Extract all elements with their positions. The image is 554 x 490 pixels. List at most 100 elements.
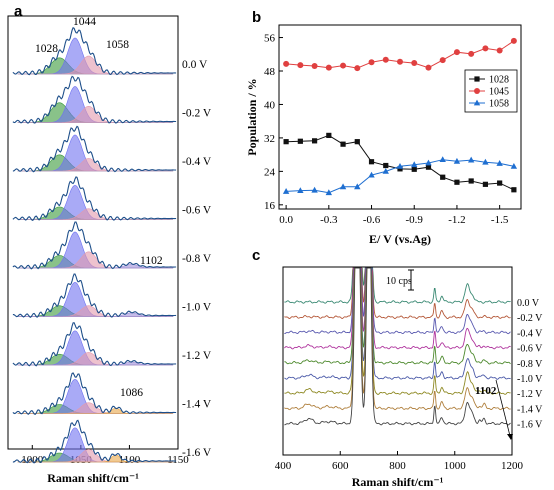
panel-c-spectrum-line [284,267,511,350]
panel-c-spectrum-line [284,267,511,304]
panel-a-voltage-label: -1.0 V [182,302,212,314]
panel-b-data-point [354,65,361,72]
panel-b-y-tick-label: 40 [264,99,276,111]
panel-a-voltage-label: -1.2 V [182,350,212,362]
panel-a-voltage-label: 0.0 V [182,59,208,71]
panel-a-peak-label: 1058 [106,39,129,51]
panel-b-data-point [411,60,418,67]
panel-c: 400 600 800 1000 1200 Raman shift/cm⁻¹ 0.0 V -0… [275,266,543,489]
panel-b-data-point [397,58,403,65]
panel-b-data-point [311,62,318,69]
panel-b-x-tick-label: -0.6 [363,214,381,226]
panel-b-data-point [340,141,346,147]
panel-b-data-point [468,178,474,184]
panel-a-frame [7,15,179,450]
panel-c-label: c [252,247,260,264]
panel-a-spectrum-line [12,125,177,173]
panel-b-x-tick-label: 0.0 [279,214,293,226]
panel-a-peak-label: 1044 [73,16,96,28]
panel-c-trend-arrow [495,379,511,437]
panel-b-y-tick-label: 32 [264,133,275,145]
panel-b-data-point [482,181,489,187]
panel-b-legend-label: 1028 [489,75,509,86]
panel-c-frame [282,266,513,456]
panel-c-spectrum-line [284,267,511,411]
panel-b-x-tick-label: -1.2 [448,214,465,226]
panel-b-data-point [411,166,417,172]
panel-a-component-fill [17,312,174,317]
panel-a-component-fill [17,264,174,269]
panel-a-voltage-label: -0.8 V [182,253,212,265]
panel-c-x-tick-label: 600 [332,460,349,472]
panel-c-voltage-label: -1.0 V [517,374,543,385]
panel-c-spectrum-line [284,267,511,380]
panel-a-voltage-label: -0.6 V [182,205,212,217]
panel-c-spectrum-line [284,267,511,335]
panel-b-x-tick-label: -1.5 [491,214,509,226]
panel-b-data-point [453,49,460,56]
panel-c-x-tick-label: 1000 [444,460,467,472]
panel-b-y-tick-label: 56 [264,33,276,45]
panel-b-y-tick-label: 16 [264,200,276,212]
panel-b-data-point [474,88,480,94]
panel-b-data-point [368,171,375,178]
panel-b-series-line [286,134,515,191]
panel-b-data-point [397,166,403,172]
panel-a-spectrum-line [12,372,177,415]
panel-b-data-point [326,132,332,138]
panel-b-x-tick-label: -0.3 [320,214,338,226]
panel-c-scale-label: 10 cps [386,276,412,287]
panel-a-x-tick-label: 1100 [119,454,141,466]
panel-b-data-point [439,156,446,163]
panel-b-data-point [425,159,432,166]
panel-a-component-fill [17,454,174,463]
panel-b-label: b [252,9,261,26]
panel-b-data-point [382,167,389,174]
panel-b-data-point [453,157,461,164]
panel-c-x-tick-label: 1200 [501,460,524,472]
panel-b-data-point [368,59,375,66]
panel-b-frame [278,24,522,210]
panel-a-peak-label: 1028 [35,43,58,55]
panel-b-data-point [511,187,517,193]
panel-c-voltage-label: -1.2 V [517,389,543,400]
panel-b-data-point [325,64,332,71]
panel-b-data-point [354,183,361,190]
panel-c-spectrum-line [284,267,511,426]
panel-b-data-point [482,158,489,165]
panel-b-data-point [297,62,304,69]
panel-b-data-point [411,161,418,168]
panel-a-voltage-label: -0.2 V [182,108,212,120]
panel-b-data-point [454,179,460,185]
panel-a-spectrum-line [12,273,177,318]
panel-c-spectrum-line [284,267,511,365]
panel-c-x-tick-label: 800 [389,460,406,472]
panel-b-data-point [283,60,290,67]
panel-a-component-fill [17,407,174,414]
panel-b-data-point [510,37,517,44]
panel-b-legend-label: 1058 [489,99,509,110]
panel-a-peak-label: 1086 [120,387,143,399]
panel-b-data-point [283,139,289,145]
panel-b-data-point [340,62,347,69]
panel-c-voltage-label: -0.8 V [517,359,543,370]
panel-a-component-fill [17,158,174,172]
panel-b-y-tick-label: 48 [264,66,276,78]
panel-b-x-axis-label: E/ V (vs.Ag) [369,232,431,246]
panel-c-voltage-label: -0.4 V [517,328,543,339]
panel-b-data-point [439,57,446,64]
panel-a-spectrum-line [12,419,177,464]
panel-c-spectrum-line [284,267,511,395]
panel-c-trend-arrowhead [507,434,513,440]
panel-c-x-tick-label: 400 [275,460,292,472]
panel-b-data-point [311,138,318,144]
panel-a-spectrum-line [12,221,177,270]
panel-b-data-point [467,156,475,163]
panel-a: 1000105011001150Raman shift/cm⁻¹0.0 V-0.… [7,15,212,485]
panel-a-component-fill [17,208,174,220]
panel-b-data-point [383,162,389,169]
panel-b-data-point [282,188,290,194]
panel-b-data-point [468,50,475,57]
panel-b-data-point [396,162,404,169]
